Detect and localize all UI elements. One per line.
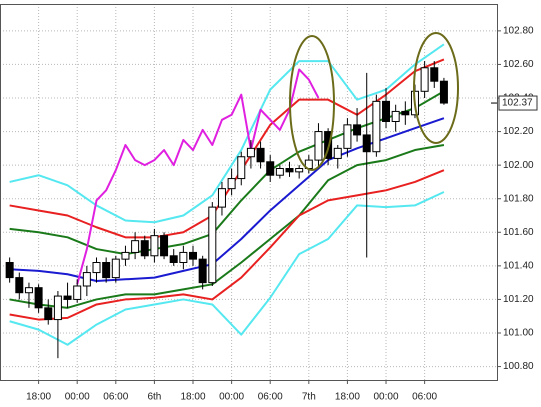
candle-body [275,168,284,176]
candle-body [140,240,149,257]
x-tick-label: 18:00 [335,392,360,403]
indicator-line [9,191,445,346]
y-tick-label: 101.00 [503,328,534,339]
candle-body [63,295,72,300]
candle-body [362,134,371,153]
indicator-line [9,90,445,256]
x-tick-label: 18:00 [180,392,205,403]
candle-body [391,110,400,123]
x-tick-label: 18:00 [26,392,51,403]
candle-body [53,295,62,321]
candle-body [246,147,255,158]
candle-body [34,287,43,309]
highlight-ellipse [413,32,459,144]
last-price-label: 102.37 [502,98,533,109]
candle-body [179,251,188,264]
candle-body [15,277,24,294]
candle-body [24,287,33,294]
x-tick-label: 6th [147,392,161,403]
x-tick-label: 06:00 [258,392,283,403]
indicator-line [76,68,320,285]
candle-body [189,251,198,260]
candle-body [382,100,391,122]
candle-body [111,258,120,279]
y-tick-label: 102.20 [503,126,534,137]
candle-body [73,285,82,300]
candle-body [208,206,217,284]
indicator-line [9,43,445,224]
y-tick-label: 101.40 [503,260,534,271]
y-tick-label: 101.20 [503,294,534,305]
plot-layer [0,4,497,380]
candle-body [150,235,159,257]
candle-body [102,262,111,279]
candle-body [5,262,14,279]
candle-body [343,124,352,149]
candle-body [237,156,246,180]
candle-body [160,235,169,257]
indicator-line [9,144,445,309]
y-tick-label: 101.80 [503,193,534,204]
candle-body [420,67,429,92]
candle-body [324,131,333,159]
candle-body [430,67,439,82]
candle-body [266,161,275,176]
candle-body [121,251,130,260]
last-price-box [498,95,538,111]
candle-body [92,262,101,274]
x-tick-label: 06:00 [103,392,128,403]
candle-body [217,188,226,208]
y-tick-label: 102.00 [503,160,534,171]
x-tick-label: 7th [302,392,316,403]
candle-body [333,147,342,159]
candle-body [227,178,236,190]
candle-body [401,110,410,116]
x-tick-label: 06:00 [412,392,437,403]
candle-body [295,168,304,173]
candle-body [198,258,207,284]
candle-body [439,80,448,104]
candle-body [314,131,323,161]
y-tick-label: 100.80 [503,361,534,372]
candle-body [285,168,294,173]
plot-frame [0,4,498,381]
x-tick-label: 00:00 [219,392,244,403]
candle-body [169,255,178,264]
indicator-line [9,58,445,239]
x-tick-label: 00:00 [374,392,399,403]
x-tick-label: 00:00 [65,392,90,403]
candle-body [82,272,91,287]
indicator-line [9,169,445,321]
y-tick-label: 101.60 [503,227,534,238]
highlight-ellipse [289,35,335,171]
y-tick-label: 102.60 [503,59,534,70]
candle-body [372,100,381,153]
indicator-line [9,117,445,282]
candle-body [44,307,53,321]
candle-body [131,240,140,253]
y-tick-label: 102.80 [503,25,534,36]
candle-body [353,124,362,136]
candle-body [256,147,265,163]
